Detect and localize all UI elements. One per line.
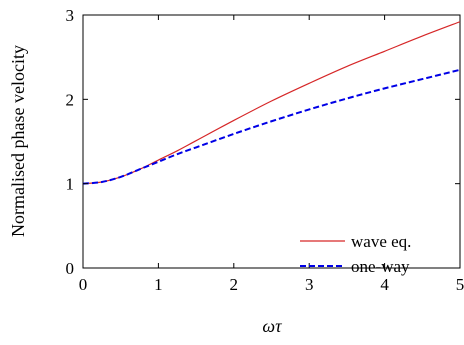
series-line-wave-eq (82, 21, 461, 185)
y-tick-label: 3 (66, 6, 75, 25)
series-line-one-way (82, 68, 461, 185)
x-axis-label: ωτ (262, 316, 282, 336)
x-tick-label: 5 (456, 275, 464, 294)
y-tick-label: 2 (66, 90, 75, 109)
x-tick-label: 3 (305, 275, 314, 294)
x-tick-label: 2 (230, 275, 239, 294)
plot-area-frame (82, 14, 461, 269)
x-tick-label: 1 (154, 275, 163, 294)
x-tick-label: 4 (380, 275, 389, 294)
legend-label: wave eq. (351, 232, 411, 251)
x-tick-label: 0 (79, 275, 88, 294)
y-tick-label: 0 (66, 259, 75, 278)
y-tick-label: 1 (66, 175, 75, 194)
y-axis-label: Normalised phase velocity (8, 45, 28, 237)
legend-label: one-way (351, 257, 410, 276)
